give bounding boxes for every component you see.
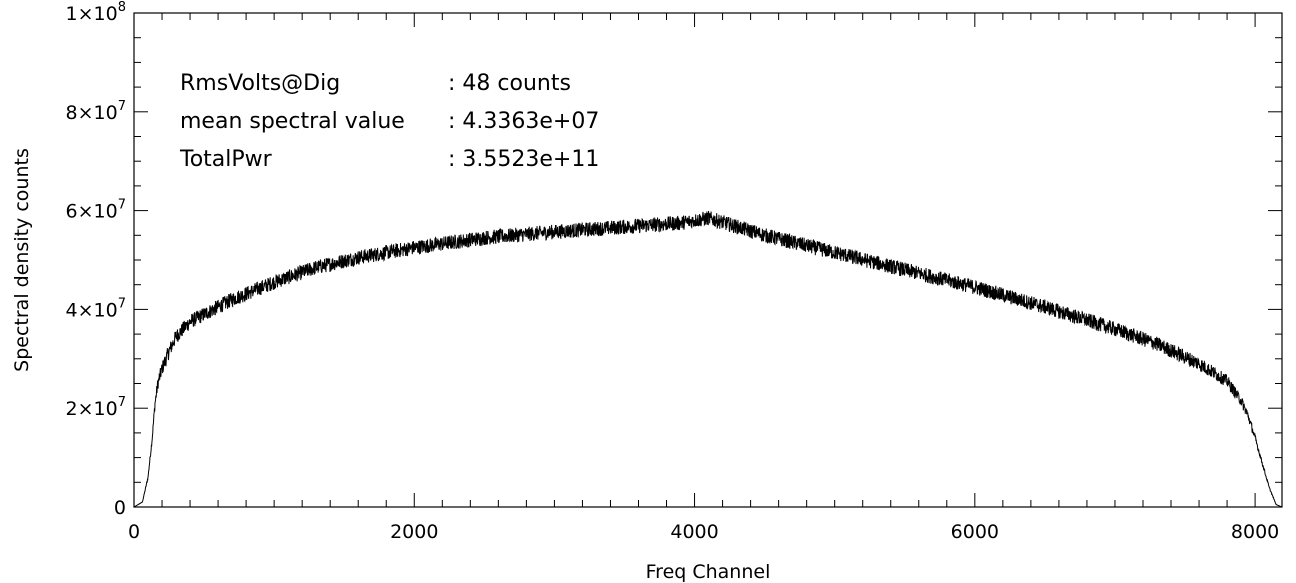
- annotation-label-rms: RmsVolts@Dig: [180, 71, 340, 96]
- x-tick-label: 0: [128, 521, 140, 543]
- x-tick-label: 2000: [390, 521, 438, 543]
- x-tick-labels: 0 2000 4000 6000 8000: [128, 521, 1279, 543]
- y-tick-label: 6×107: [66, 198, 126, 223]
- x-tick-label: 8000: [1231, 521, 1279, 543]
- x-tick-label: 6000: [951, 521, 999, 543]
- y-tick-label: 4×107: [66, 296, 126, 321]
- annotation-block: RmsVolts@Dig : 48 counts mean spectral v…: [179, 71, 599, 172]
- y-axis-title: Spectral density counts: [11, 148, 33, 372]
- y-tick-label: 1×108: [66, 0, 126, 25]
- annotation-label-mean: mean spectral value: [180, 109, 405, 134]
- annotation-value-mean: : 4.3363e+07: [448, 109, 599, 134]
- annotation-value-totalpwr: : 3.5523e+11: [448, 147, 599, 172]
- spectrum-line: [133, 210, 1283, 508]
- x-axis-title: Freq Channel: [646, 561, 771, 583]
- annotation-value-rms: : 48 counts: [448, 71, 571, 96]
- x-tick-label: 4000: [670, 521, 718, 543]
- axis-ticks: [133, 12, 1282, 508]
- y-tick-labels: 0 2×107 4×107 6×107 8×107 1×108: [66, 0, 126, 519]
- y-tick-label: 0: [114, 497, 126, 519]
- annotation-label-totalpwr: TotalPwr: [179, 147, 273, 172]
- y-tick-label: 2×107: [66, 395, 126, 420]
- y-tick-label: 8×107: [66, 99, 126, 124]
